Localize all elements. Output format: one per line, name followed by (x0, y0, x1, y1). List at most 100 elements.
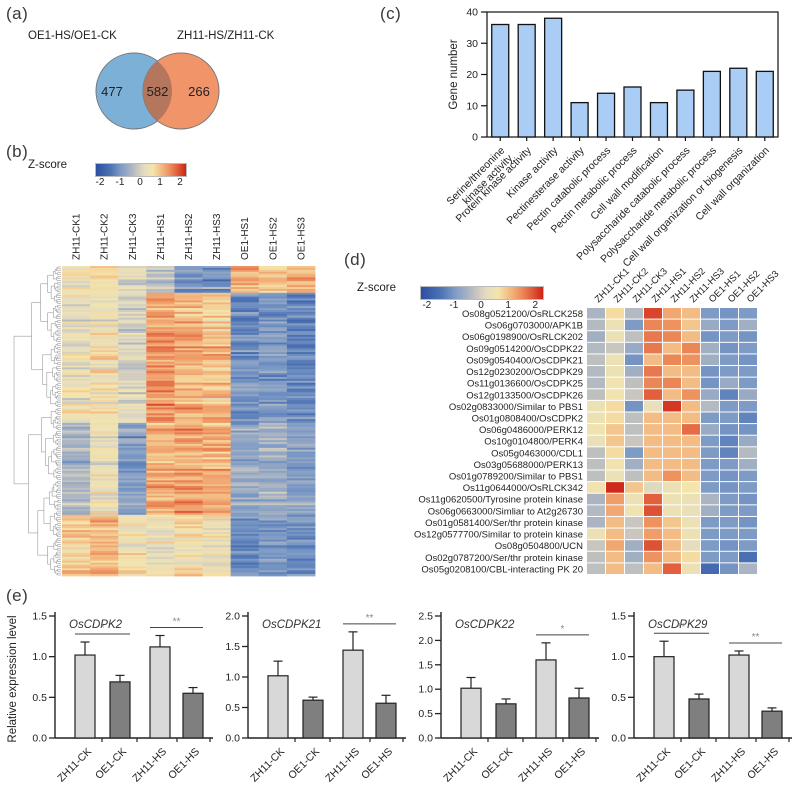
heatmap-cell (286, 332, 316, 336)
heatmap-cell (146, 526, 175, 529)
heatmap-cell (62, 451, 91, 454)
heatmap-cell (286, 426, 316, 430)
heatmap-cell (90, 269, 119, 273)
heatmap-cell (202, 277, 232, 280)
heatmap-cell (146, 279, 175, 282)
venn-right-title: ZH11-HS/ZH11-CK (177, 30, 275, 42)
heatmap-cell (62, 390, 91, 393)
y-tick-label: 40 (466, 7, 478, 19)
heatmap-cell (258, 367, 288, 370)
heatmap-cell (146, 315, 175, 319)
heatmap-cell (118, 455, 147, 458)
heatmap-cell (146, 510, 175, 514)
heatmap-cell (739, 528, 757, 540)
heatmap-cell (720, 435, 738, 447)
heatmap-cell (146, 419, 175, 422)
heatmap-cell (62, 533, 91, 537)
heatmap-cell (202, 562, 232, 565)
heatmap-cell (258, 564, 288, 567)
heatmap-cell (739, 377, 757, 389)
heatmap-cell (230, 287, 260, 290)
heatmap-cell (62, 350, 91, 353)
heatmap-cell (230, 403, 260, 407)
heatmap-cell (146, 560, 175, 563)
heatmap-cell (286, 365, 316, 368)
heatmap-cell (90, 388, 119, 391)
heatmap-cell (118, 424, 147, 428)
go-bar (623, 86, 642, 138)
heatmap-cell (202, 558, 232, 562)
heatmap-cell (258, 308, 288, 311)
heatmap-cell (644, 389, 662, 400)
heatmap-cell (146, 287, 175, 290)
heatmap-cell (202, 465, 232, 468)
heatmap-cell (286, 348, 316, 351)
heatmap-cell (606, 366, 624, 377)
heatmap-cell (286, 371, 316, 374)
expression-bar (375, 702, 397, 739)
heatmap-cell (230, 528, 260, 531)
heatmap-cell (230, 415, 260, 418)
heatmap-cell (118, 507, 147, 510)
heatmap-cell (701, 354, 719, 366)
heatmap-cell (62, 474, 91, 477)
heatmap-column-label: ZH11-HS1 (156, 213, 167, 260)
heatmap-cell (174, 495, 203, 498)
heatmap-cell (62, 294, 91, 298)
heatmap-cell (606, 563, 624, 574)
heatmap-cell (286, 417, 316, 420)
heatmap-cell (258, 311, 288, 315)
heatmap-cell (202, 509, 232, 512)
heatmap-cell (230, 354, 260, 357)
expression-bar (535, 659, 557, 739)
heatmap-cell (230, 388, 260, 391)
heatmap-cell (230, 510, 260, 514)
heatmap-cell (90, 530, 119, 533)
heatmap-cell (62, 466, 91, 470)
heatmap-cell (62, 470, 91, 474)
heatmap-cell (202, 430, 232, 433)
heatmap-cell (587, 319, 605, 331)
heatmap-cell (286, 466, 316, 470)
heatmap-cell (174, 359, 203, 363)
heatmap-cell (118, 434, 147, 437)
heatmap-cell (258, 398, 288, 401)
heatmap-cell (286, 334, 316, 338)
heatmap-cell (90, 556, 119, 560)
heatmap-cell (90, 380, 119, 384)
heatmap-cell (118, 574, 147, 577)
heatmap-cell (118, 443, 147, 447)
heatmap-cell (90, 331, 119, 334)
heatmap-cell (146, 528, 175, 531)
heatmap-cell (230, 329, 260, 332)
heatmap-cell (174, 310, 203, 313)
heatmap-cell (701, 377, 719, 389)
heatmap-cell (90, 478, 119, 481)
heatmap-cell (62, 440, 91, 443)
heatmap-cell (62, 560, 91, 563)
go-bar (676, 89, 695, 138)
heatmap-cell (174, 465, 203, 468)
heatmap-cell (587, 377, 605, 389)
heatmap-cell (118, 568, 147, 571)
y-axis-label: Relative expression level (7, 615, 19, 742)
heatmap-cell (118, 537, 147, 541)
heatmap-cell (90, 432, 119, 435)
heatmap-cell (174, 308, 203, 311)
heatmap-cell (90, 531, 119, 535)
go-bar (729, 67, 748, 138)
heatmap-cell (118, 336, 147, 340)
heatmap-cell (625, 482, 643, 493)
heatmap-cell (230, 376, 260, 380)
heatmap-cell (230, 273, 260, 276)
heatmap-cell (90, 296, 119, 299)
heatmap-cell (720, 505, 738, 516)
heatmap-cell (118, 352, 147, 355)
heatmap-cell (90, 346, 119, 349)
heatmap-cell (663, 447, 681, 458)
heatmap-cell (146, 545, 175, 548)
heatmap-cell (202, 285, 232, 288)
heatmap-cell (118, 325, 147, 328)
heatmap-cell (286, 346, 316, 349)
expression-bar (149, 646, 171, 739)
